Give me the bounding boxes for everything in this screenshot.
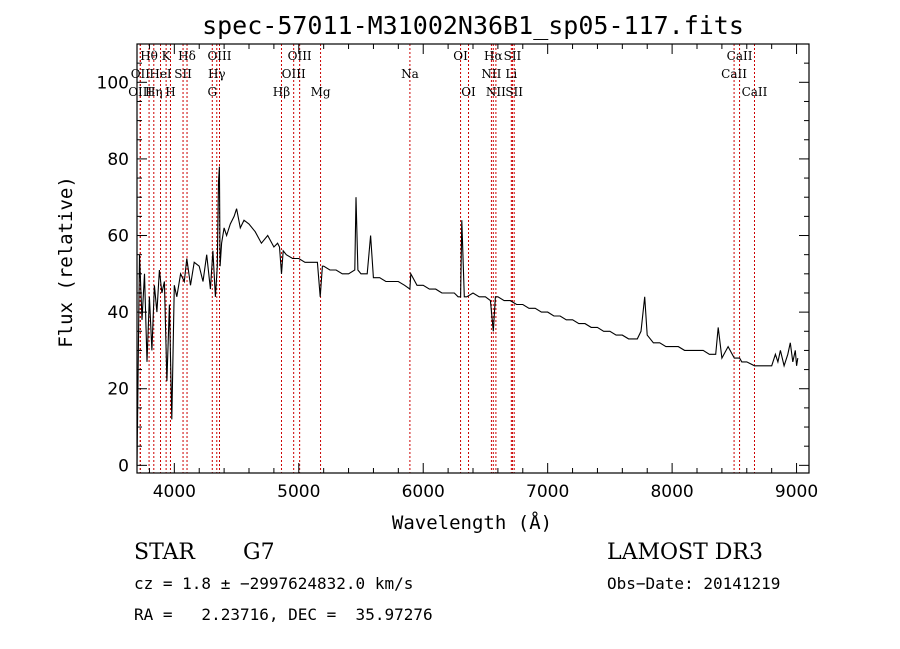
spectral-line-label: Li xyxy=(505,67,517,81)
y-tick-label: 80 xyxy=(107,150,129,170)
spectral-line-label: CaII xyxy=(742,85,768,99)
spectral-line-label: Hγ xyxy=(208,67,226,81)
spectral-line-label: SII xyxy=(174,67,192,81)
spectral-line-label: OIII xyxy=(288,49,312,63)
spectral-line-label: OI xyxy=(461,85,476,99)
spectral-line-label: Hα xyxy=(484,49,503,63)
x-axis-label: Wavelength (Å) xyxy=(392,511,552,534)
y-tick-label: 60 xyxy=(107,227,129,247)
spectral-line-label: OI xyxy=(453,49,468,63)
spectral-line-label: NII xyxy=(481,67,501,81)
spectral-line-label: NII xyxy=(486,85,506,99)
object-class: STAR xyxy=(134,540,196,565)
spectral-line-label: K xyxy=(162,49,172,63)
x-tick-label: 8000 xyxy=(650,482,693,502)
spectral-line-label: CaII xyxy=(727,49,753,63)
y-tick-label: 40 xyxy=(107,303,129,323)
redshift-text: cz = 1.8 ± −2997624832.0 km/s xyxy=(134,574,413,593)
spectral-line-label: H xyxy=(165,85,175,99)
x-axis-ticks: 4000 5000 6000 7000 8000 9000 xyxy=(148,44,818,502)
spectral-line-label: HeI xyxy=(149,67,172,81)
plot-frame xyxy=(136,43,810,474)
chart-title: spec-57011-M31002N36B1_sp05-117.fits xyxy=(202,11,744,40)
spectral-line-label: Hδ xyxy=(178,49,196,63)
x-tick-label: 5000 xyxy=(277,482,320,502)
spectral-line-label: Hβ xyxy=(273,85,290,99)
y-tick-label: 100 xyxy=(97,73,129,93)
spectral-line-label: CaII xyxy=(721,67,747,81)
spectrum-line xyxy=(136,166,799,466)
spectral-line-label: OIII xyxy=(207,49,231,63)
spectral-line-label: SII xyxy=(505,85,523,99)
spectral-line-label: OIII xyxy=(128,85,152,99)
obs-date-text: Obs−Date: 20141219 xyxy=(607,574,780,593)
y-axis-label: Flux (relative) xyxy=(55,176,77,348)
spectral-line-label: G xyxy=(207,85,217,99)
spectral-line-label: Hθ xyxy=(140,49,158,63)
coordinates-text: RA = 2.23716, DEC = 35.97276 xyxy=(134,605,433,624)
spectral-line-label: Mg xyxy=(311,85,331,99)
spectral-line-label: OIII xyxy=(282,67,306,81)
y-tick-label: 0 xyxy=(118,456,129,476)
x-tick-label: 9000 xyxy=(775,482,818,502)
y-axis-ticks: 0 20 40 60 80 100 xyxy=(97,62,809,476)
spectral-line-labels: Hθ OII OIII K HeI Hη Hδ SII H OIII Hγ G OIII OIII Hβ Mg… xyxy=(128,49,767,99)
spectral-line-label: Hη xyxy=(145,85,163,99)
spectral-line-label: SII xyxy=(504,49,522,63)
object-subclass: G7 xyxy=(243,540,275,565)
y-tick-label: 20 xyxy=(107,380,129,400)
spectral-line-label: Na xyxy=(401,67,419,81)
spectral-line-label: OII xyxy=(131,67,151,81)
survey-name: LAMOST DR3 xyxy=(607,540,763,565)
x-tick-label: 7000 xyxy=(526,482,569,502)
x-tick-label: 6000 xyxy=(402,482,445,502)
x-tick-label: 4000 xyxy=(153,482,196,502)
spectral-lines-layer xyxy=(139,44,755,473)
